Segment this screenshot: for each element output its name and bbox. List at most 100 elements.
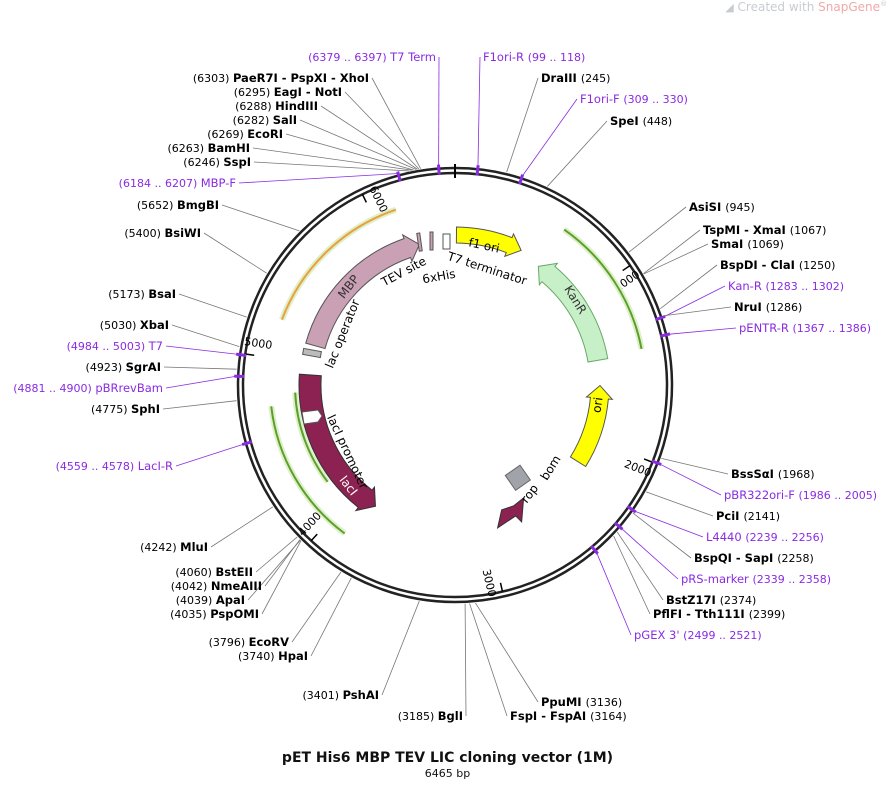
label-name: L4440 [706,530,745,544]
bp-tick-label: 3000 [480,568,499,598]
enzyme-label-bgli: (3185) BglI [398,604,466,723]
label-name: SspI [223,155,251,169]
label-text: (4559 .. 4578) LacI-R [56,459,173,473]
leader-line [465,604,466,716]
label-name: PflFI - Tth111I [653,607,749,621]
primer-label-pbrrevbam: (4881 .. 4900) pBRrevBam [13,375,244,395]
snapgene-logo-icon: ◢ [725,1,733,14]
label-position: (3401) [302,689,342,702]
label-name: F1ori-F [580,92,623,106]
enzyme-label-spei: SpeI (448) [547,114,672,186]
label-position: (1067) [790,224,827,237]
label-position: (6379 .. 6397) [308,51,390,64]
enzyme-label-sgrai: (4923) SgrAI [86,360,237,374]
watermark-brand: SnapGene [818,0,880,14]
leader-line [166,346,238,354]
bp-tick-4000 [311,534,317,541]
label-name: pENTR-R [739,321,793,335]
leader-line [621,528,678,579]
label-text: BstZ17I (2374) [666,593,756,607]
label-position: (3185) [398,710,438,723]
bp-tick-3000 [500,583,502,592]
label-position: (6184 .. 6207) [119,177,201,190]
label-text: (5030) XbaI [100,318,169,332]
watermark-mark: ® [880,0,887,8]
label-name: EcoRV [249,635,289,649]
label-name: SalI [273,113,297,127]
watermark-prefix: Created with [738,0,815,14]
label-name: BstEII [215,565,253,579]
label-position: (2258) [777,552,814,565]
label-name: LacI-R [138,459,173,473]
label-text: (6263) BamHI [168,141,251,155]
label-name: BmgBI [177,198,219,212]
label-text: (6269) EcoRI [207,127,283,141]
label-name: MBP-F [201,176,236,190]
label-name: SpeI [610,114,643,128]
label-text: (3185) BglI [398,709,463,723]
label-position: (4775) [91,403,131,416]
bp-tick-5000 [245,354,254,355]
feature-label-ori: ori [589,396,605,413]
label-name: MluI [180,540,208,554]
label-text: BspQI - SapI (2258) [694,551,814,565]
enzyme-label-sali: (6282) SalI [233,113,417,169]
feature-label-bom: bom [538,453,564,483]
label-position: (5400) [124,227,164,240]
label-position: (2339 .. 2358) [752,573,831,586]
label-name: AsiSI [689,200,725,214]
label-name: T7 Term [389,50,436,64]
feature-t7-terminator [443,234,450,249]
leader-line [163,401,237,409]
label-text: pBR322ori-F (1986 .. 2005) [724,488,877,502]
label-position: (4035) [170,608,210,621]
label-text: (4984 .. 5003) T7 [67,339,163,353]
label-position: (6288) [235,100,275,113]
feature-label-6xhis: 6xHis [421,267,456,287]
leader-line [547,121,607,186]
label-name: PciI [716,509,743,523]
label-name: BglI [438,709,463,723]
label-position: (2499 .. 2521) [683,629,762,642]
label-text: (6184 .. 6207) MBP-F [119,176,236,190]
label-text: pRS-marker (2339 .. 2358) [681,572,831,586]
label-text: PflFI - Tth111I (2399) [653,607,785,621]
bp-tick-label: 5000 [243,335,273,352]
label-name: pBRrevBam [95,381,163,395]
label-position: (2239 .. 2256) [745,531,824,544]
enzyme-label-draiii: DraIII (245) [507,71,611,172]
leader-line [204,233,267,273]
label-position: (6269) [207,128,247,141]
leader-line [382,601,419,695]
leader-line [663,307,731,316]
label-text: (6379 .. 6397) T7 Term [308,50,436,64]
label-name: PpuMI [541,695,586,709]
label-position: (245) [581,72,611,85]
label-position: (309 .. 330) [623,93,688,106]
leader-line [179,294,247,317]
label-name: EcoRI [247,127,283,141]
label-text: FspI - FspAI (3164) [510,709,627,723]
label-position: (4039) [176,594,216,607]
leader-line [172,325,239,347]
label-name: SgrAI [126,360,161,374]
label-position: (4559 .. 4578) [56,460,138,473]
feature-lac-operator [303,348,322,357]
leader-line [633,513,691,558]
label-name: DraIII [541,71,581,85]
label-position: (1283 .. 1302) [765,280,844,293]
leader-line [646,492,713,516]
leader-line [166,376,236,388]
primer-label-t7: (4984 .. 5003) T7 [67,339,247,357]
label-text: (6295) EagI - NotI [234,85,342,99]
primer-label-laci-r: (4559 .. 4578) LacI-R [56,440,253,473]
label-position: (99 .. 118) [528,51,586,64]
label-position: (945) [725,201,755,214]
label-name: PshAI [343,688,379,702]
bp-tick-2000 [644,459,652,462]
label-position: (5173) [108,288,148,301]
leader-line [239,173,398,183]
label-name: BsiWI [164,226,201,240]
label-name: ApaI [216,593,245,607]
